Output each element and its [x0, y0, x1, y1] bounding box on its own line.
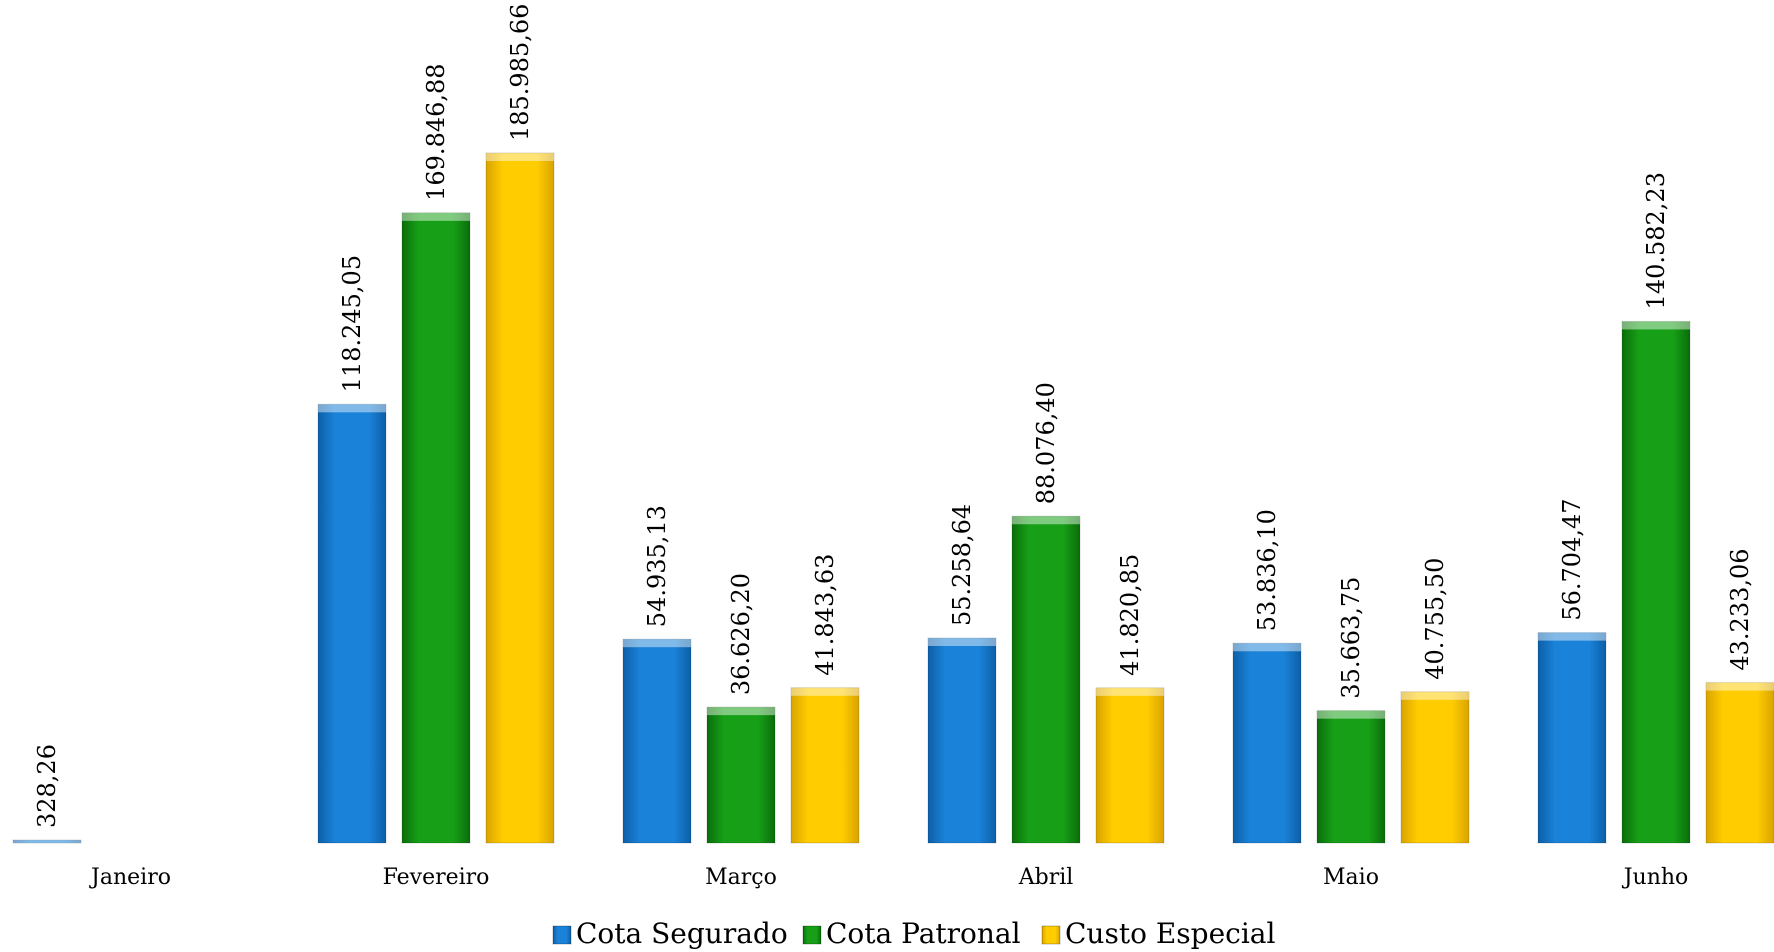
bar-bevel-cota-patronal-3	[1012, 516, 1080, 525]
data-label-cota-patronal-2: 36.626,20	[727, 573, 755, 695]
bar-custo-especial-2	[790, 687, 860, 844]
legend-swatch-custo-especial	[1041, 925, 1061, 945]
data-label-cota-patronal-3: 88.076,40	[1032, 382, 1060, 504]
category-labels-layer: Janeiro Fevereiro Março Abril Maio Junho	[89, 865, 1688, 890]
bar-bevel-custo-especial-5	[1706, 682, 1774, 691]
data-label-custo-especial-4: 40.755,50	[1421, 558, 1449, 680]
bar-bevel-cota-patronal-5	[1622, 321, 1690, 330]
bar-bevel-cota-segurado-5	[1538, 632, 1606, 641]
bar-custo-especial-5	[1705, 682, 1774, 844]
bar-cota-segurado-4	[1232, 642, 1302, 844]
bar-cota-patronal-5	[1621, 320, 1691, 844]
bar-bevel-cota-segurado-4	[1233, 643, 1301, 652]
bar-bevel-custo-especial-4	[1401, 691, 1469, 700]
data-label-cota-segurado-1: 118.245,05	[338, 255, 366, 392]
bar-bevel-cota-patronal-4	[1317, 710, 1385, 719]
data-label-custo-especial-5: 43.233,06	[1726, 548, 1754, 670]
bar-bevel-cota-segurado-3	[928, 637, 996, 646]
data-label-custo-especial-2: 41.843,63	[811, 554, 839, 676]
legend: Cota Segurado Cota Patronal Custo Especial	[552, 917, 1275, 950]
data-label-cota-patronal-5: 140.582,23	[1642, 172, 1670, 309]
data-label-custo-especial-1: 185.985,66	[506, 4, 534, 141]
category-label-3: Abril	[1018, 865, 1074, 890]
bar-bevel-cota-patronal-1	[402, 212, 470, 221]
data-label-cota-segurado-4: 53.836,10	[1253, 509, 1281, 631]
legend-label-custo-especial: Custo Especial	[1065, 917, 1275, 950]
legend-label-cota-patronal: Cota Patronal	[826, 917, 1021, 950]
bar-cota-segurado-1	[317, 403, 387, 844]
data-label-cota-segurado-0: 328,26	[33, 744, 61, 828]
data-label-cota-segurado-2: 54.935,13	[643, 505, 671, 627]
bar-cota-patronal-3	[1011, 515, 1081, 844]
bar-cota-segurado-5	[1537, 632, 1607, 844]
data-label-cota-patronal-1: 169.846,88	[422, 63, 450, 200]
bar-bevel-cota-patronal-2	[707, 707, 775, 716]
category-label-4: Maio	[1323, 865, 1379, 890]
bar-bevel-cota-segurado-0	[13, 840, 81, 843]
data-label-custo-especial-3: 41.820,85	[1116, 554, 1144, 676]
bar-custo-especial-3	[1095, 687, 1165, 844]
bar-cota-segurado-2	[622, 638, 692, 844]
bar-bevel-custo-especial-1	[486, 153, 554, 161]
bar-bevel-cota-segurado-2	[623, 639, 691, 648]
category-label-1: Fevereiro	[383, 865, 490, 890]
bar-custo-especial-4	[1400, 691, 1470, 844]
category-label-5: Junho	[1622, 865, 1689, 890]
data-label-cota-segurado-3: 55.258,64	[948, 504, 976, 626]
bar-cota-patronal-2	[706, 706, 776, 844]
data-labels-layer: 328,26 118.245,05 169.846,88 185.985,66 54.9…	[33, 4, 1754, 828]
bar-cota-segurado-3	[927, 637, 997, 844]
bars-layer	[12, 152, 1774, 844]
bar-cota-patronal-4	[1316, 710, 1386, 844]
bar-bevel-custo-especial-2	[791, 687, 859, 696]
category-label-0: Janeiro	[89, 865, 171, 890]
category-label-2: Março	[705, 865, 777, 890]
legend-label-cota-segurado: Cota Segurado	[576, 917, 788, 950]
data-label-cota-patronal-4: 35.663,75	[1337, 577, 1365, 699]
bar-custo-especial-1	[485, 152, 555, 844]
bar-bevel-custo-especial-3	[1096, 687, 1164, 696]
bar-bevel-cota-segurado-1	[318, 404, 386, 413]
legend-swatch-cota-patronal	[802, 925, 822, 945]
bar-cota-patronal-1	[401, 212, 471, 844]
data-label-cota-segurado-5: 56.704,47	[1558, 498, 1586, 620]
bar-cota-segurado-0	[12, 839, 82, 844]
legend-swatch-cota-segurado	[552, 925, 572, 945]
